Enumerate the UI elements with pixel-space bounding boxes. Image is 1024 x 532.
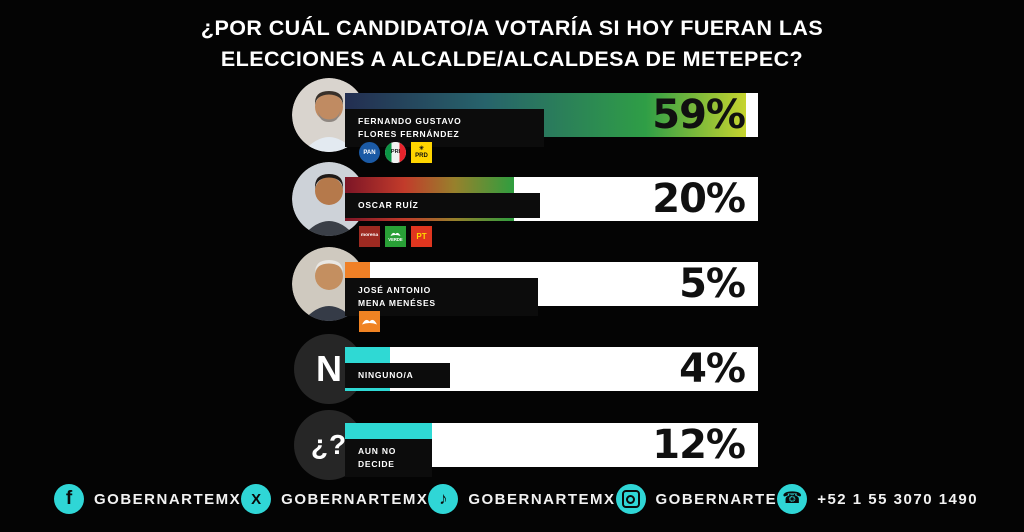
tiktok-handle: GOBERNARTEMX <box>468 490 616 508</box>
party-logos-ruiz: morena VERDE PT <box>359 226 432 247</box>
percentage-flores: 59% <box>652 92 746 138</box>
movimiento-ciudadano-logo <box>359 311 380 332</box>
poll-row-ninguno: N NINGUNO/A 4% <box>292 332 762 410</box>
candidate-name-flores: FERNANDO GUSTAVO FLORES FERNÁNDEZ <box>345 109 544 147</box>
instagram-handle: GOBERNARTE <box>655 490 778 508</box>
tiktok-icon: ♪ <box>428 484 459 514</box>
poll-row-mena: JOSÉ ANTONIO MENA MENÉSES 5% <box>292 247 762 332</box>
whatsapp-number: +52 1 55 3070 1490 <box>817 490 979 508</box>
social-footer: f GOBERNARTEMX X GOBERNARTEMX ♪ GOBERNAR… <box>0 474 1024 524</box>
title-line-1: ¿POR CUÁL CANDIDATO/A VOTARÍA SI HOY FUE… <box>200 16 824 40</box>
title-line-2: ELECCIONES A ALCALDE/ALCALDESA DE METEPE… <box>220 46 804 71</box>
party-logos-flores: PAN PRI ☀ PRD <box>359 142 432 163</box>
poll-question-title: ¿POR CUÁL CANDIDATO/A VOTARÍA SI HOY FUE… <box>0 13 1024 74</box>
mc-eagle-icon <box>362 319 377 325</box>
pri-tricolor <box>385 142 406 163</box>
footer-whatsapp: ☎ +52 1 55 3070 1490 <box>777 484 978 514</box>
poll-row-ruiz: OSCAR RUÍZ 20% morena VERDE PT <box>292 162 762 247</box>
instagram-icon <box>615 484 646 514</box>
facebook-icon: f <box>54 484 84 514</box>
candidate-name-mena: JOSÉ ANTONIO MENA MENÉSES <box>345 278 538 316</box>
option-name-no-decide: AUN NO DECIDE <box>345 439 432 477</box>
percentage-ruiz: 20% <box>652 176 746 222</box>
x-icon: X <box>241 484 272 514</box>
footer-instagram: GOBERNARTE <box>615 484 778 514</box>
percentage-ninguno: 4% <box>679 346 746 392</box>
verde-logo: VERDE <box>385 226 406 247</box>
result-bar-no-decide: AUN NO DECIDE 12% <box>345 422 758 477</box>
result-bar-ruiz: OSCAR RUÍZ 20% morena VERDE PT <box>345 176 758 247</box>
facebook-handle: GOBERNARTEMX <box>94 490 242 508</box>
whatsapp-icon: ☎ <box>777 484 808 514</box>
footer-facebook: f GOBERNARTEMX <box>54 484 241 514</box>
morena-logo: morena <box>359 226 380 247</box>
verde-toucan-icon <box>390 232 401 236</box>
pt-logo: PT <box>411 226 432 247</box>
footer-x: X GOBERNARTEMX <box>241 484 428 514</box>
prd-logo: ☀ PRD <box>411 142 432 163</box>
percentage-no-decide: 12% <box>652 422 746 468</box>
candidate-name-ruiz: OSCAR RUÍZ <box>345 193 540 218</box>
poll-row-flores: FERNANDO GUSTAVO FLORES FERNÁNDEZ 59% PA… <box>292 78 762 163</box>
result-bar-mena: JOSÉ ANTONIO MENA MENÉSES 5% <box>345 261 758 332</box>
result-bar-ninguno: NINGUNO/A 4% <box>345 346 758 392</box>
pri-logo: PRI <box>385 142 406 163</box>
percentage-mena: 5% <box>679 261 746 307</box>
prd-sun-icon: ☀ <box>418 146 425 152</box>
footer-tiktok: ♪ GOBERNARTEMX <box>428 484 615 514</box>
x-handle: GOBERNARTEMX <box>281 490 429 508</box>
option-name-ninguno: NINGUNO/A <box>345 363 450 388</box>
poll-row-no-decide: ¿? AUN NO DECIDE 12% <box>292 408 762 486</box>
party-logos-mena <box>359 311 380 332</box>
pan-logo: PAN <box>359 142 380 163</box>
result-bar-flores: FERNANDO GUSTAVO FLORES FERNÁNDEZ 59% PA… <box>345 92 758 163</box>
